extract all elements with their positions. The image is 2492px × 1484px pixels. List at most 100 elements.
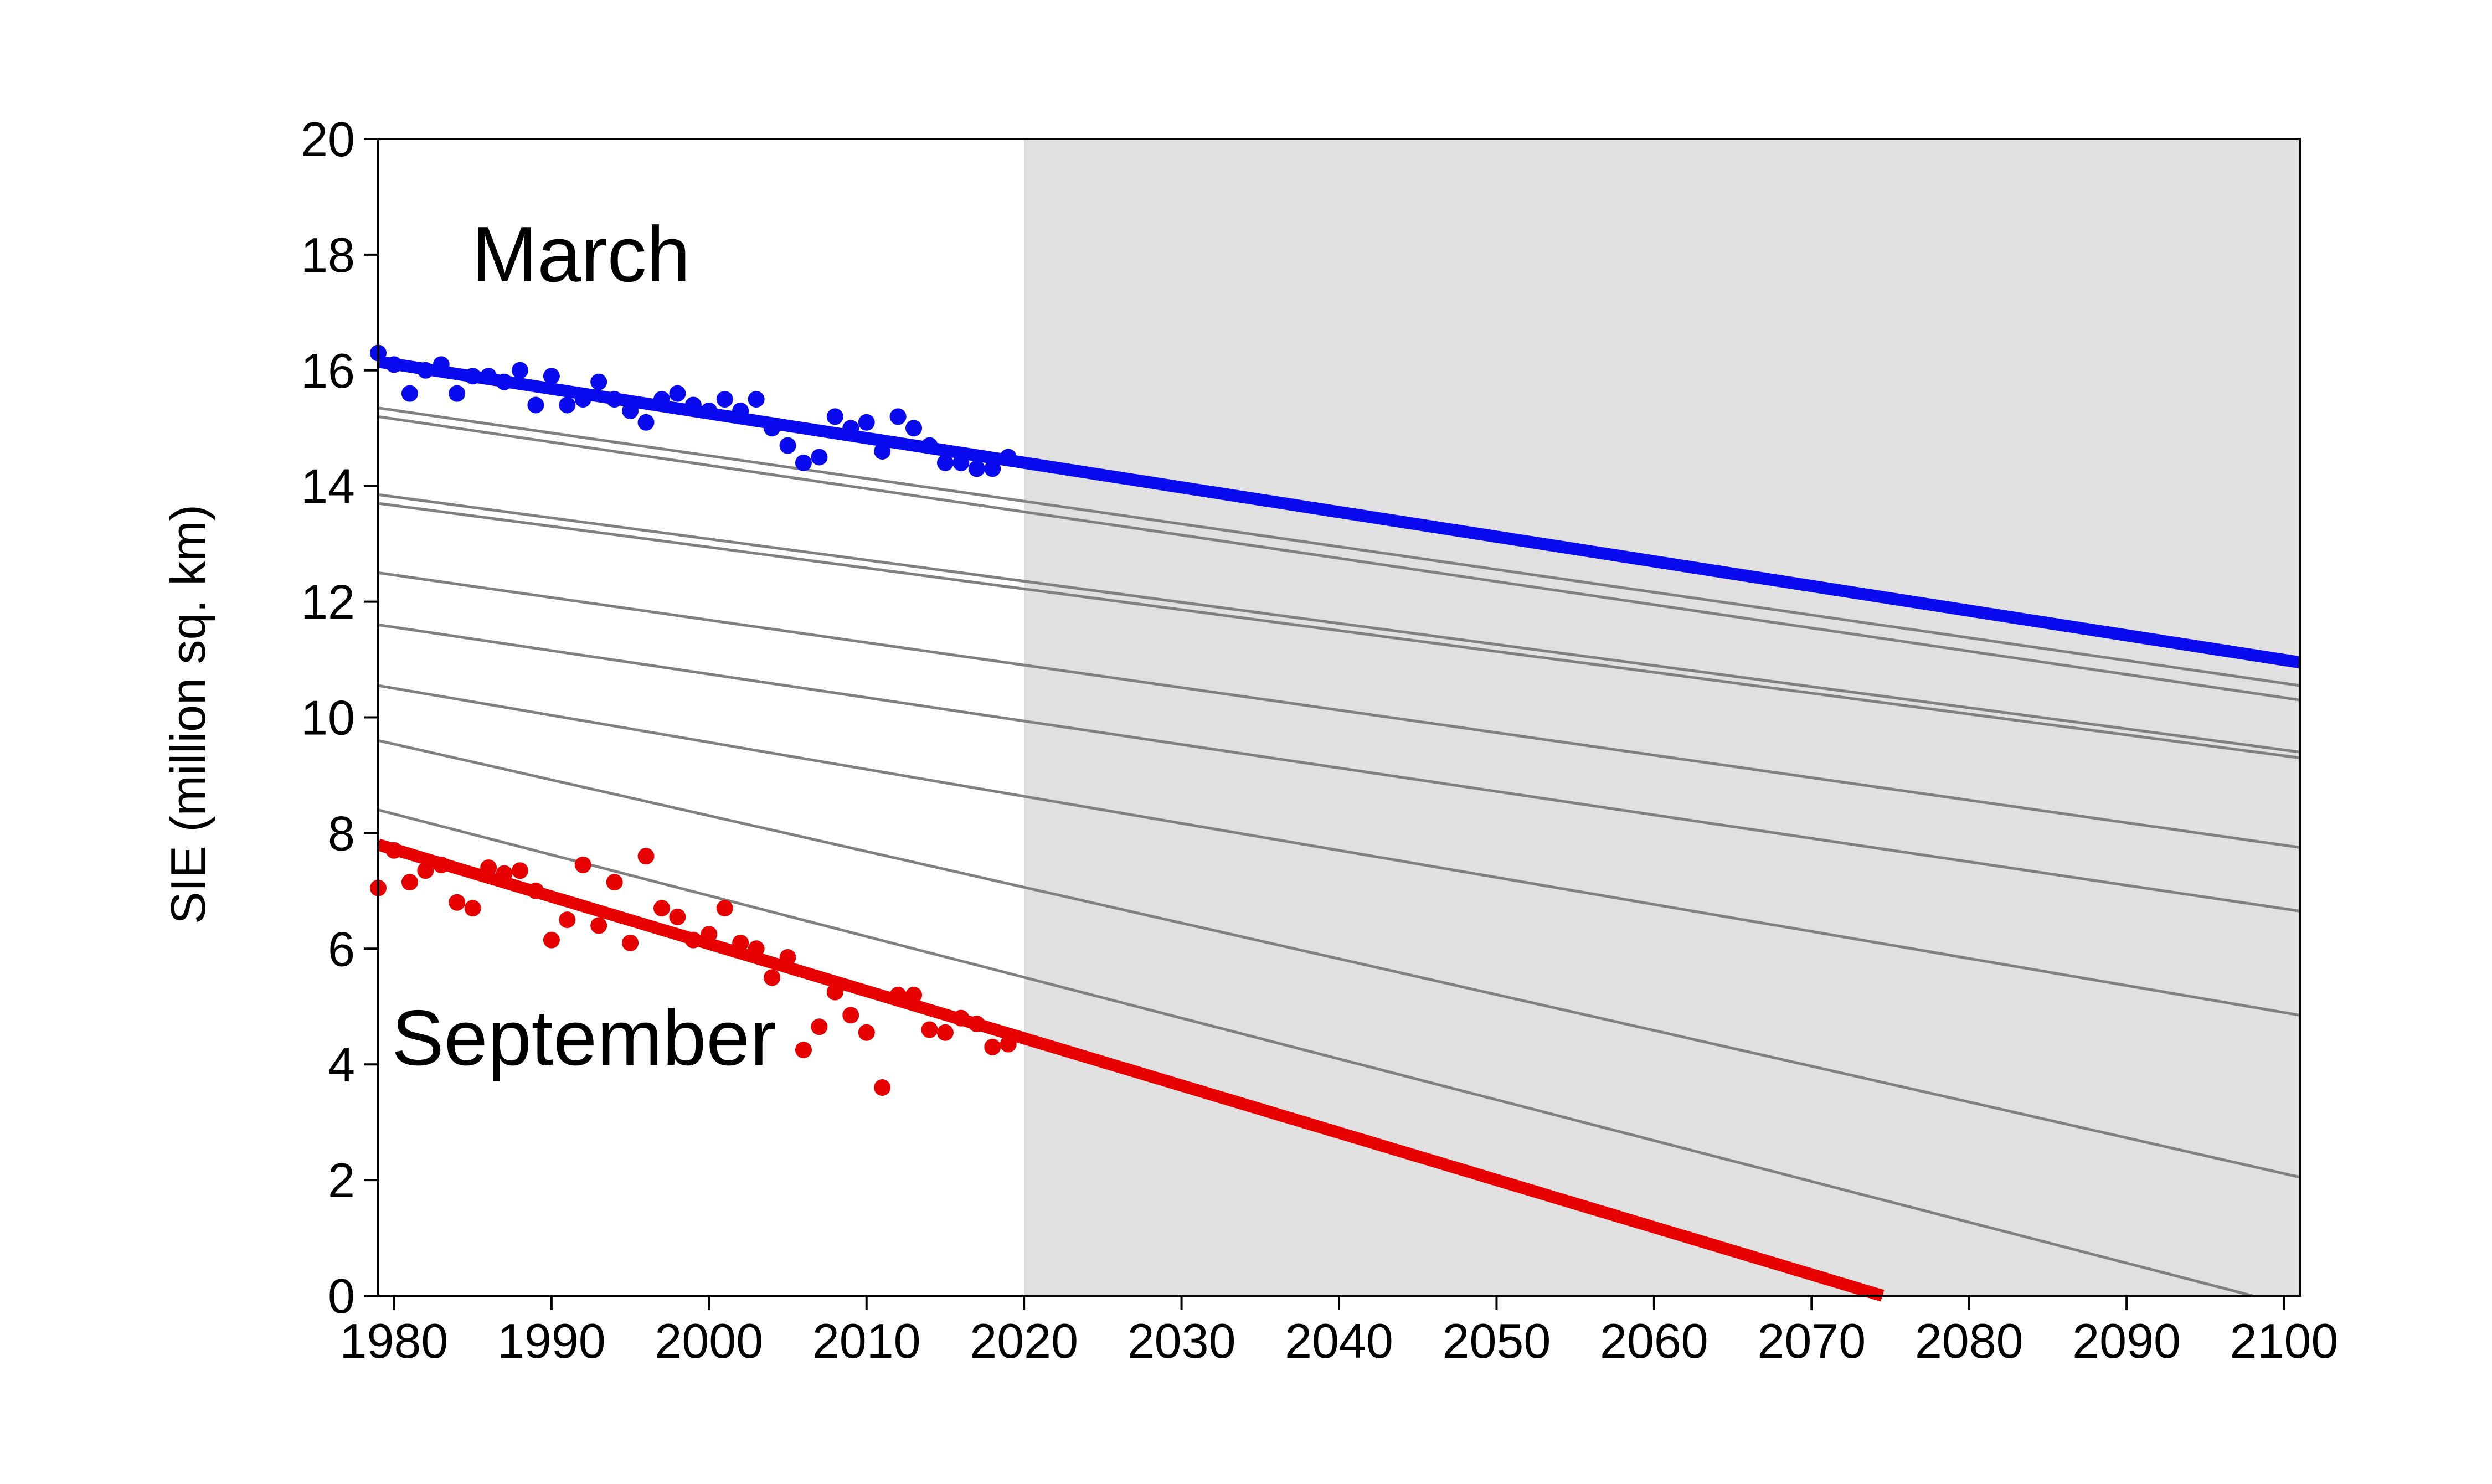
march-point-1993 [590, 373, 607, 390]
x-tick-label-2040: 2040 [1285, 1313, 1393, 1368]
march-point-2014 [921, 437, 938, 454]
x-tick-label-2080: 2080 [1915, 1313, 2024, 1368]
y-tick-label-14: 14 [301, 459, 355, 514]
september-point-1981 [401, 874, 418, 891]
march-point-2019 [1000, 449, 1017, 466]
march-point-1998 [669, 385, 686, 402]
september-point-2018 [984, 1038, 1001, 1055]
march-point-2012 [889, 408, 907, 425]
september-point-1994 [606, 874, 623, 891]
march-point-2001 [716, 391, 733, 408]
march-point-1994 [606, 391, 623, 408]
september-point-1997 [653, 900, 670, 917]
x-tick-label-1980: 1980 [340, 1313, 449, 1368]
march-point-1984 [449, 385, 466, 402]
march-point-2006 [795, 454, 812, 471]
march-point-2013 [905, 420, 923, 437]
march-point-1995 [622, 402, 639, 419]
march-point-1981 [401, 385, 418, 402]
march-point-1980 [385, 356, 403, 373]
september-point-2006 [795, 1042, 812, 1059]
projection-line-8 [378, 739, 2300, 1179]
march-point-2010 [858, 414, 875, 431]
september-point-1984 [449, 894, 466, 911]
x-tick-label-2100: 2100 [2230, 1313, 2339, 1368]
march-point-2000 [701, 402, 718, 419]
september-point-2012 [889, 986, 907, 1003]
september-point-2015 [936, 1024, 954, 1041]
march-point-1999 [684, 396, 702, 414]
march-point-2003 [748, 391, 765, 408]
x-tick-label-2090: 2090 [2072, 1313, 2181, 1368]
september-point-1992 [574, 856, 591, 873]
x-tick-label-2010: 2010 [812, 1313, 921, 1368]
projection-period-shade [1024, 139, 2300, 1296]
y-tick-label-2: 2 [328, 1153, 355, 1208]
march-point-2015 [936, 454, 954, 471]
projection-line-1 [378, 406, 2300, 687]
x-tick-label-2030: 2030 [1127, 1313, 1236, 1368]
x-tick-label-2060: 2060 [1600, 1313, 1708, 1368]
september-point-1988 [511, 862, 528, 879]
y-tick-label-16: 16 [301, 343, 355, 398]
september-point-1991 [559, 911, 576, 929]
march-point-1985 [464, 368, 481, 385]
y-axis-title: SIE (million sq. km) [161, 504, 215, 924]
september-point-2014 [921, 1021, 938, 1038]
y-tick-label-4: 4 [328, 1037, 355, 1092]
y-tick-label-10: 10 [301, 691, 355, 745]
september-point-1995 [622, 934, 639, 951]
september-point-1985 [464, 900, 481, 917]
march-point-2008 [826, 408, 843, 425]
march-point-2018 [984, 460, 1001, 477]
projection-lines-layer [378, 406, 2300, 1297]
september-point-2002 [732, 934, 749, 951]
x-tick-label-2020: 2020 [970, 1313, 1078, 1368]
september-point-2001 [716, 900, 733, 917]
projection-line-7 [378, 684, 2300, 1017]
september-point-2010 [858, 1024, 875, 1041]
september-point-1989 [527, 882, 544, 899]
september-point-2011 [874, 1079, 891, 1096]
y-tick-label-12: 12 [301, 575, 355, 630]
march-point-1986 [480, 368, 497, 385]
x-tick-label-2070: 2070 [1757, 1313, 1866, 1368]
march-point-1992 [574, 391, 591, 408]
march-point-1982 [417, 362, 434, 379]
september-point-1983 [433, 856, 450, 873]
march-point-1988 [511, 362, 528, 379]
september-point-1993 [590, 917, 607, 934]
march-point-2011 [874, 443, 891, 460]
projection-line-3 [378, 493, 2300, 754]
september-point-2016 [952, 1009, 970, 1027]
march-point-2007 [811, 449, 828, 466]
x-tick-label-2000: 2000 [655, 1313, 763, 1368]
axes-layer: 0 2 4 6 8 10 12 14 16 18 20 1980 1990 2000 2010 2020 203… [301, 112, 2338, 1368]
march-point-2009 [842, 420, 859, 437]
september-point-2004 [764, 969, 781, 986]
observation-points-layer [370, 344, 1017, 1096]
projection-shade-layer [1024, 139, 2300, 1296]
march-point-1983 [433, 356, 450, 373]
march-point-1997 [653, 391, 670, 408]
september-point-2005 [779, 949, 796, 966]
march-point-1990 [543, 368, 560, 385]
march-point-1991 [559, 396, 576, 414]
september-point-1986 [480, 859, 497, 877]
y-tick-label-8: 8 [328, 806, 355, 860]
projection-line-9 [378, 808, 2253, 1297]
september-point-1996 [637, 848, 655, 865]
march-point-2002 [732, 402, 749, 419]
september-trend-line [376, 838, 1885, 1302]
projection-line-5 [378, 571, 2300, 849]
september-point-2003 [748, 940, 765, 957]
y-tick-label-0: 0 [328, 1269, 355, 1323]
march-series-label: March [472, 210, 691, 298]
y-tick-label-20: 20 [301, 112, 355, 167]
march-point-1989 [527, 396, 544, 414]
march-point-2004 [764, 420, 781, 437]
september-point-1987 [496, 865, 513, 882]
march-point-1987 [496, 373, 513, 390]
march-point-2005 [779, 437, 796, 454]
march-point-1996 [637, 414, 655, 431]
